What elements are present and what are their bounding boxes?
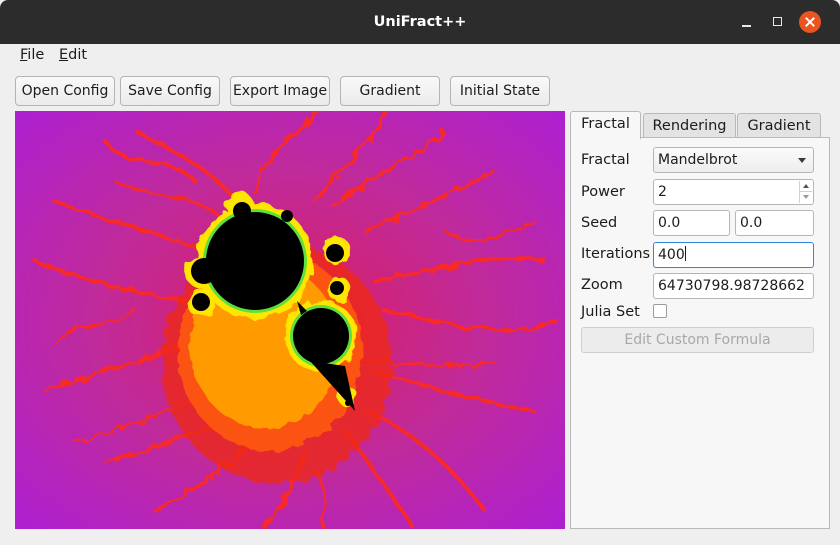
iterations-value: 400: [658, 247, 685, 263]
seed-label: Seed: [581, 215, 618, 231]
window-title: UniFract++: [373, 14, 467, 30]
fractal-select[interactable]: Mandelbrot: [653, 147, 814, 173]
initial-state-button[interactable]: Initial State: [450, 76, 550, 106]
mandelbrot-image: [33, 111, 557, 529]
title-bar[interactable]: UniFract++: [0, 0, 840, 44]
iterations-input[interactable]: 400: [653, 242, 814, 268]
maximize-icon[interactable]: [766, 11, 788, 33]
seed-y-input[interactable]: 0.0: [735, 210, 814, 236]
julia-set-label: Julia Set: [581, 304, 640, 320]
iterations-label: Iterations: [581, 246, 651, 262]
settings-tab-bar: Fractal Rendering Gradient: [570, 111, 830, 139]
chevron-up-icon[interactable]: [799, 181, 812, 192]
fractal-select-value: Mandelbrot: [658, 152, 738, 168]
export-image-button[interactable]: Export Image: [230, 76, 330, 106]
power-spinbox[interactable]: 2: [653, 179, 814, 205]
power-value: 2: [658, 184, 667, 200]
chevron-down-icon[interactable]: [799, 192, 812, 203]
zoom-input[interactable]: 64730798.98728662: [653, 273, 814, 299]
tab-fractal[interactable]: Fractal: [570, 111, 641, 139]
julia-set-checkbox[interactable]: [653, 304, 667, 318]
gradient-button[interactable]: Gradient: [340, 76, 440, 106]
chevron-down-icon: [798, 158, 806, 163]
seed-x-input[interactable]: 0.0: [653, 210, 730, 236]
edit-custom-formula-button[interactable]: Edit Custom Formula: [581, 327, 814, 353]
save-config-button[interactable]: Save Config: [120, 76, 220, 106]
menu-bar: File Edit: [10, 44, 830, 70]
close-icon[interactable]: [799, 11, 821, 33]
fractal-canvas[interactable]: [15, 111, 565, 529]
power-label: Power: [581, 184, 625, 200]
tab-rendering[interactable]: Rendering: [643, 113, 736, 139]
zoom-label: Zoom: [581, 277, 623, 293]
minimize-icon[interactable]: [736, 11, 758, 33]
menu-file[interactable]: File: [20, 47, 45, 63]
text-caret: [684, 246, 686, 261]
menu-edit[interactable]: Edit: [59, 47, 88, 63]
fractal-label: Fractal: [581, 152, 630, 168]
open-config-button[interactable]: Open Config: [15, 76, 115, 106]
tab-gradient[interactable]: Gradient: [737, 113, 821, 139]
